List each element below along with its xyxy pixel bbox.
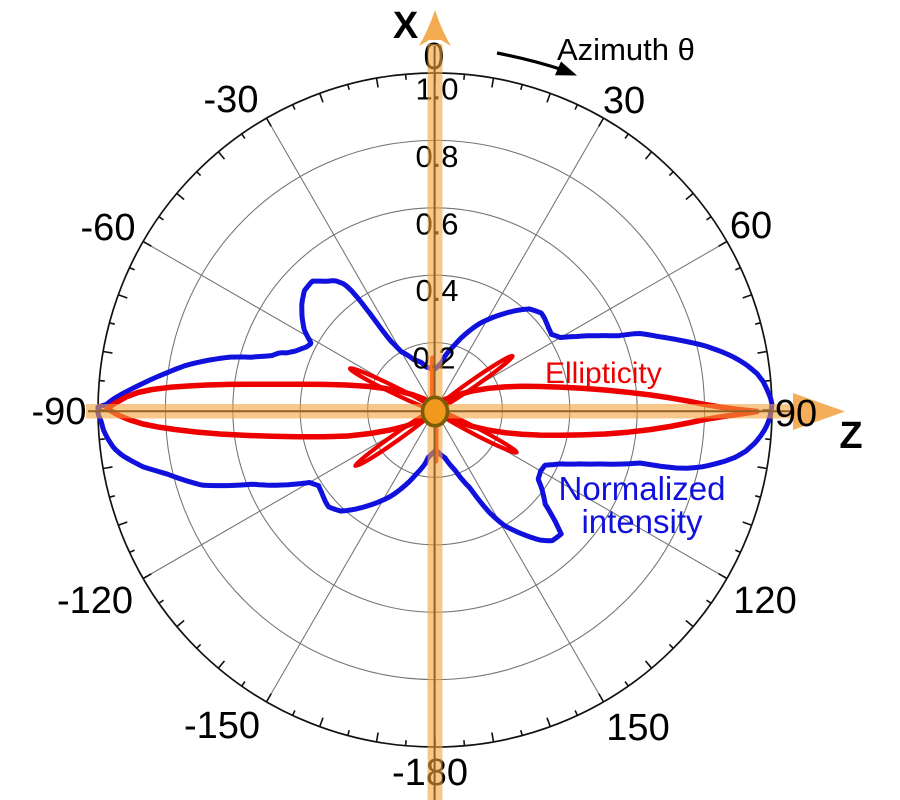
svg-text:X: X (393, 5, 419, 47)
svg-text:60: 60 (730, 205, 772, 247)
svg-text:150: 150 (606, 707, 669, 749)
svg-text:-60: -60 (81, 207, 136, 249)
svg-text:-120: -120 (57, 580, 133, 622)
svg-text:Normalized: Normalized (559, 470, 726, 507)
svg-text:30: 30 (603, 80, 645, 122)
svg-text:120: 120 (733, 580, 796, 622)
svg-text:Ellipticity: Ellipticity (545, 357, 662, 390)
svg-text:-30: -30 (204, 79, 259, 121)
svg-text:-90: -90 (32, 391, 87, 433)
svg-text:-150: -150 (184, 705, 260, 747)
svg-text:intensity: intensity (581, 503, 703, 540)
svg-text:Azimuth θ: Azimuth θ (557, 32, 695, 67)
svg-text:90: 90 (775, 393, 817, 435)
svg-text:Z: Z (839, 415, 862, 457)
